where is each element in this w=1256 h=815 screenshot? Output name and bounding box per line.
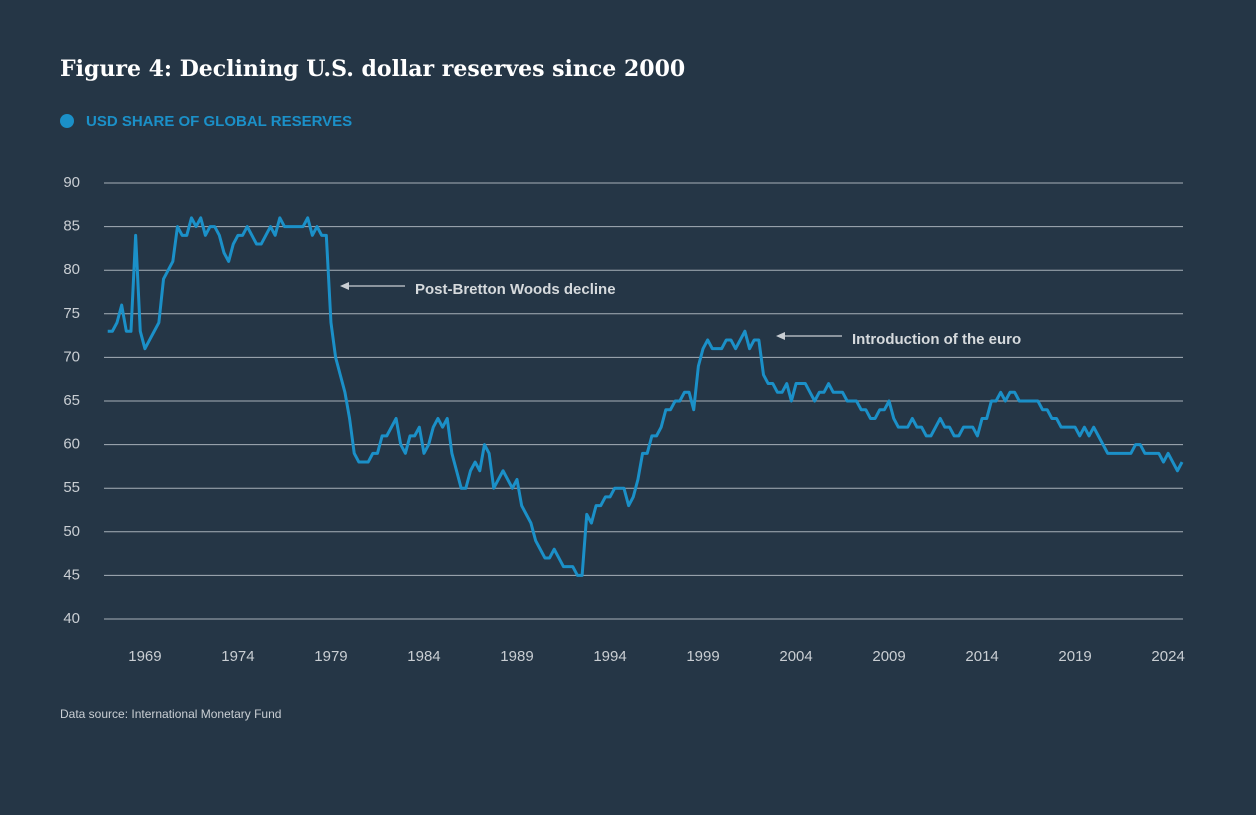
legend-swatch [60,114,74,128]
legend-label: USD SHARE OF GLOBAL RESERVES [86,113,352,130]
y-tick-label: 55 [63,479,80,496]
y-tick-label: 60 [63,436,80,453]
annotation: Introduction of the euro [852,331,1021,348]
x-tick-label: 2019 [1058,648,1091,665]
x-tick-label: 1999 [686,648,719,665]
data-line [107,216,1184,577]
annotation-arrowhead [776,332,785,340]
x-tick-label: 1979 [314,648,347,665]
x-tick-label: 2024 [1151,648,1184,665]
x-tick-label: 1969 [128,648,161,665]
x-tick-label: 2004 [779,648,812,665]
chart-title: Figure 4: Declining U.S. dollar reserves… [60,56,685,82]
x-tick-label: 2009 [872,648,905,665]
x-tick-label: 1989 [500,648,533,665]
annotation: Post-Bretton Woods decline [415,281,616,298]
y-tick-label: 70 [63,348,80,365]
y-tick-label: 85 [63,218,80,235]
x-tick-label: 1974 [221,648,254,665]
y-tick-label: 50 [63,523,80,540]
y-tick-label: 65 [63,392,80,409]
y-tick-label: 90 [63,174,80,191]
y-tick-label: 75 [63,305,80,322]
x-tick-label: 2014 [965,648,998,665]
y-tick-label: 80 [63,261,80,278]
y-tick-label: 45 [63,566,80,583]
source-note: Data source: International Monetary Fund [60,707,281,721]
x-tick-label: 1984 [407,648,440,665]
y-tick-label: 40 [63,610,80,627]
annotation-arrowhead [340,282,349,290]
x-tick-label: 1994 [593,648,626,665]
